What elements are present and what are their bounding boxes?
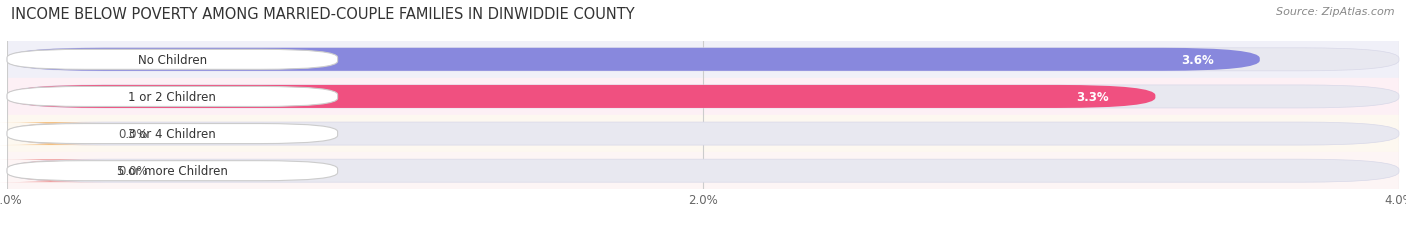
FancyBboxPatch shape xyxy=(0,122,104,146)
Bar xyxy=(7,152,1399,189)
FancyBboxPatch shape xyxy=(7,49,1399,72)
FancyBboxPatch shape xyxy=(7,159,1399,182)
Text: 1 or 2 Children: 1 or 2 Children xyxy=(128,91,217,103)
Text: 5 or more Children: 5 or more Children xyxy=(117,164,228,177)
Text: 0.0%: 0.0% xyxy=(118,128,148,140)
Bar xyxy=(7,116,1399,152)
FancyBboxPatch shape xyxy=(0,159,104,182)
Text: 3 or 4 Children: 3 or 4 Children xyxy=(128,128,217,140)
Text: No Children: No Children xyxy=(138,54,207,67)
Text: Source: ZipAtlas.com: Source: ZipAtlas.com xyxy=(1277,7,1395,17)
Text: INCOME BELOW POVERTY AMONG MARRIED-COUPLE FAMILIES IN DINWIDDIE COUNTY: INCOME BELOW POVERTY AMONG MARRIED-COUPL… xyxy=(11,7,636,22)
FancyBboxPatch shape xyxy=(7,124,337,144)
Text: 3.6%: 3.6% xyxy=(1181,54,1213,67)
Bar xyxy=(7,79,1399,116)
FancyBboxPatch shape xyxy=(7,122,1399,146)
FancyBboxPatch shape xyxy=(7,50,337,70)
FancyBboxPatch shape xyxy=(7,85,1399,109)
Bar xyxy=(7,42,1399,79)
Text: 0.0%: 0.0% xyxy=(118,164,148,177)
FancyBboxPatch shape xyxy=(7,87,337,107)
Text: 3.3%: 3.3% xyxy=(1077,91,1109,103)
FancyBboxPatch shape xyxy=(7,161,337,181)
FancyBboxPatch shape xyxy=(7,49,1260,72)
FancyBboxPatch shape xyxy=(7,85,1156,109)
